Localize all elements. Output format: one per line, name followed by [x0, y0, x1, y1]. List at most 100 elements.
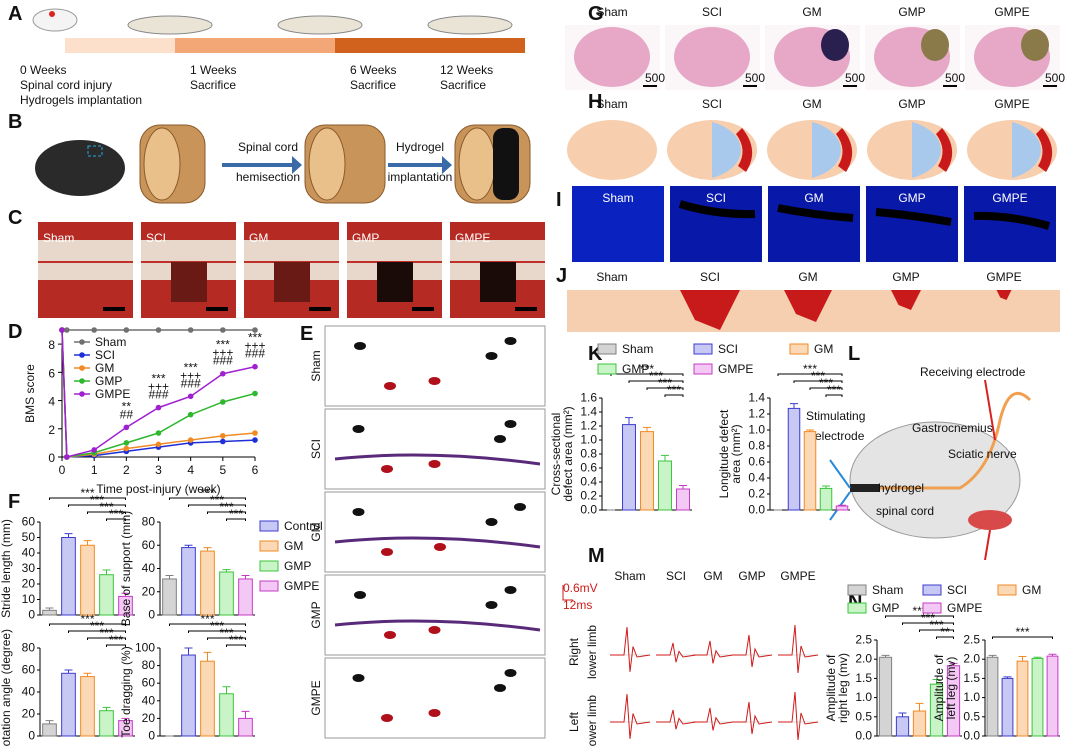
error-bar: [932, 679, 941, 685]
y-tick-label: 20: [22, 707, 36, 721]
significance-bracket: [68, 630, 126, 633]
cord-outline: [567, 120, 657, 180]
panel-letter: C: [8, 207, 22, 229]
significance: ***: [649, 369, 663, 383]
y-tick-label: 1.5: [963, 671, 980, 685]
error-bar: [643, 426, 651, 432]
footprint: [485, 518, 498, 526]
error-bar: [625, 417, 633, 425]
label: GMP: [309, 601, 323, 628]
tissue: [38, 240, 133, 280]
significance-bracket: [992, 636, 1053, 639]
label: hydrogel: [878, 481, 924, 495]
footprint: [434, 543, 446, 551]
significance: ***: [229, 507, 243, 521]
error-bar: [203, 651, 212, 662]
bar: [162, 578, 177, 616]
significance: +++: [212, 346, 233, 360]
error-bar: [83, 672, 92, 677]
scar: [936, 128, 953, 172]
emg-trace: [778, 624, 819, 674]
panel-letter: D: [8, 321, 22, 343]
bar: [61, 537, 76, 616]
significance-bracket: [885, 615, 954, 618]
label: Receiving electrode: [920, 365, 1026, 379]
data-point: [123, 424, 130, 431]
legend-swatch: [259, 520, 279, 532]
y-tick-label: 60: [142, 676, 156, 690]
label: GMPE: [309, 680, 323, 715]
label: SCI: [700, 270, 720, 284]
legend-marker: [79, 352, 85, 358]
significance-bracket: [87, 637, 126, 640]
emg-trace: [693, 707, 734, 731]
hydrogel-region: [1021, 29, 1049, 61]
electrode: [984, 529, 991, 561]
legend-label: GMPE: [718, 362, 753, 376]
y-tick-label: 1.4: [748, 391, 765, 405]
label: Sham: [614, 569, 645, 583]
label: 1 Weeks: [190, 63, 236, 77]
footprint: [381, 465, 393, 473]
emg-trace: [610, 693, 651, 739]
data-point: [123, 440, 130, 446]
bar: [42, 723, 57, 737]
error-bar: [661, 454, 669, 461]
footprint: [494, 684, 506, 692]
label: GMP: [898, 191, 925, 205]
defect: [480, 262, 516, 302]
y-axis-label: area (mm²): [729, 424, 743, 483]
significance: ***: [210, 619, 224, 633]
significance: ***: [248, 331, 262, 345]
label: lower limb: [585, 625, 599, 679]
y-tick-label: 0: [148, 729, 155, 743]
significance-bracket: [87, 511, 126, 514]
bar: [1001, 677, 1014, 737]
legend-swatch: [847, 584, 867, 596]
significance: ***: [80, 486, 94, 500]
y-tick-label: 1.2: [580, 419, 597, 433]
bar: [99, 710, 114, 737]
error-bar: [165, 574, 174, 579]
data-point: [220, 370, 226, 377]
label: implantation: [388, 170, 453, 184]
data-point: [155, 430, 162, 436]
emg-trace: [656, 642, 697, 663]
bar: [1031, 657, 1044, 737]
data-point: [187, 411, 194, 418]
significance-bracket: [106, 518, 126, 521]
y-tick-label: 40: [142, 693, 156, 707]
legend-label: GMPE: [95, 387, 130, 401]
x-tick-label: 3: [155, 463, 162, 477]
emg-trace: [732, 634, 773, 668]
label: Left: [567, 711, 581, 732]
footprint: [485, 352, 498, 360]
significance: ***: [219, 500, 233, 514]
significance-bracket: [610, 373, 684, 376]
footprint: [514, 503, 526, 511]
footprint: [485, 601, 498, 609]
label: lower limb: [585, 695, 599, 747]
error-bar: [121, 592, 130, 597]
y-tick-label: 1.2: [748, 407, 765, 421]
data-point: [252, 327, 258, 333]
footprint: [352, 425, 365, 433]
significance: ###: [213, 354, 233, 368]
bar: [219, 693, 234, 737]
x-tick-label: 1: [91, 463, 98, 477]
label: Sacrifice: [440, 78, 486, 92]
significance: ***: [200, 486, 214, 500]
significance-bracket: [207, 637, 246, 640]
bar: [878, 656, 893, 737]
label: Hydrogel: [396, 140, 444, 154]
legend-swatch: [997, 584, 1017, 596]
x-tick-label: 4: [187, 463, 194, 477]
legend-label: GM: [95, 361, 114, 375]
drag-trace: [334, 536, 541, 549]
significance-bracket: [664, 394, 684, 397]
gastrocnemius: [968, 510, 1012, 530]
footprint: [504, 669, 517, 677]
timeline-segment: [335, 38, 525, 53]
significance: +++: [180, 368, 201, 382]
cord-cross-section: [458, 127, 496, 201]
